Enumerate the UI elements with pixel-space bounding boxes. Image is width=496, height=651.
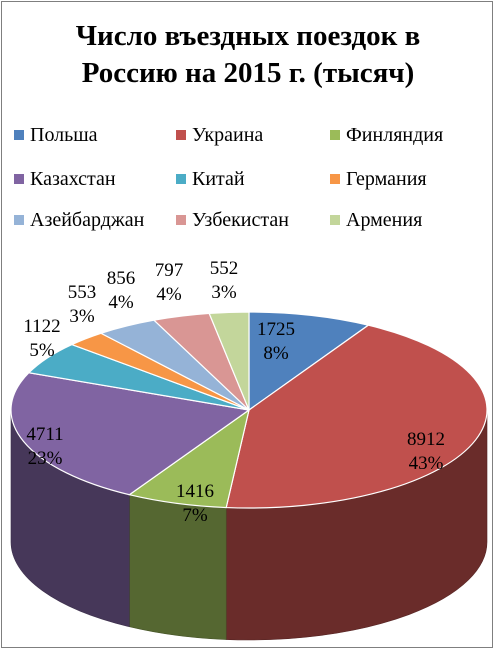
data-label-percent-china: 5% [29,340,55,361]
data-label-china: 1122 5% [23,316,60,361]
legend: Польша Украина Финляндия Казахстан Китай… [14,124,484,234]
data-label-value-armenia: 552 [210,258,239,279]
data-label-value-kazakhstan: 4711 [26,424,63,445]
data-label-percent-ukraine: 43% [409,453,444,474]
legend-item-finland: Финляндия [330,124,443,146]
data-label-percent-poland: 8% [263,343,289,364]
legend-swatch-uzbekistan [176,215,186,225]
legend-swatch-ukraine [176,130,186,140]
data-label-percent-kazakhstan: 23% [28,448,63,469]
data-label-value-china: 1122 [23,316,60,337]
legend-label-china: Китай [192,167,245,190]
chart-title-line-1: Число въездных поездок в [75,20,421,52]
data-label-percent-germany: 3% [69,306,95,327]
data-label-percent-uzbekistan: 4% [156,284,182,305]
legend-swatch-germany [330,174,340,184]
legend-label-azerbaijan: Азейбарджан [30,208,145,231]
data-label-poland: 1725 8% [257,319,295,364]
legend-label-poland: Польша [30,123,98,146]
legend-item-germany: Германия [330,168,427,190]
legend-label-uzbekistan: Узбекистан [192,208,289,231]
data-label-value-poland: 1725 [257,319,295,340]
legend-label-armenia: Армения [346,208,423,231]
data-label-armenia: 552 3% [210,258,239,303]
legend-swatch-azerbaijan [14,215,24,225]
data-label-uzbekistan: 797 4% [155,260,184,305]
data-label-value-germany: 553 [68,282,97,303]
data-label-percent-finland: 7% [182,505,208,526]
legend-swatch-finland [330,130,340,140]
legend-label-germany: Германия [346,167,427,190]
legend-item-azerbaijan: Азейбарджан [14,209,144,231]
legend-item-china: Китай [176,168,245,190]
pie-side-finland [129,494,227,640]
legend-swatch-china [176,174,186,184]
legend-item-ukraine: Украина [176,124,263,146]
pie-slice-kazakhstan [10,372,251,496]
data-label-azerbaijan: 856 4% [107,268,136,313]
data-label-value-azerbaijan: 856 [107,268,136,289]
legend-item-uzbekistan: Узбекистан [176,209,289,231]
chart-title: Число въездных поездок в Россию на 2015 … [0,18,496,92]
data-label-value-ukraine: 8912 [407,429,445,450]
data-label-finland: 1416 7% [176,481,214,526]
pie-slice-armenia [208,311,250,411]
data-label-value-finland: 1416 [176,481,214,502]
legend-swatch-armenia [330,215,340,225]
legend-item-poland: Польша [14,124,98,146]
pie-slice-ukraine [225,324,488,509]
legend-label-finland: Финляндия [346,123,444,146]
legend-swatch-poland [14,130,24,140]
legend-item-kazakhstan: Казахстан [14,168,116,190]
data-label-percent-armenia: 3% [211,282,237,303]
data-label-value-uzbekistan: 797 [155,260,184,281]
legend-swatch-kazakhstan [14,174,24,184]
legend-label-kazakhstan: Казахстан [30,167,116,190]
data-label-germany: 553 3% [68,282,97,327]
data-label-percent-azerbaijan: 4% [108,292,134,313]
pie-slice-poland [248,311,370,412]
chart-title-line-2: Россию на 2015 г. (тысяч) [81,57,415,89]
data-label-ukraine: 8912 43% [407,429,445,474]
legend-item-armenia: Армения [330,209,422,231]
legend-label-ukraine: Украина [192,123,264,146]
data-label-kazakhstan: 4711 23% [26,424,63,469]
